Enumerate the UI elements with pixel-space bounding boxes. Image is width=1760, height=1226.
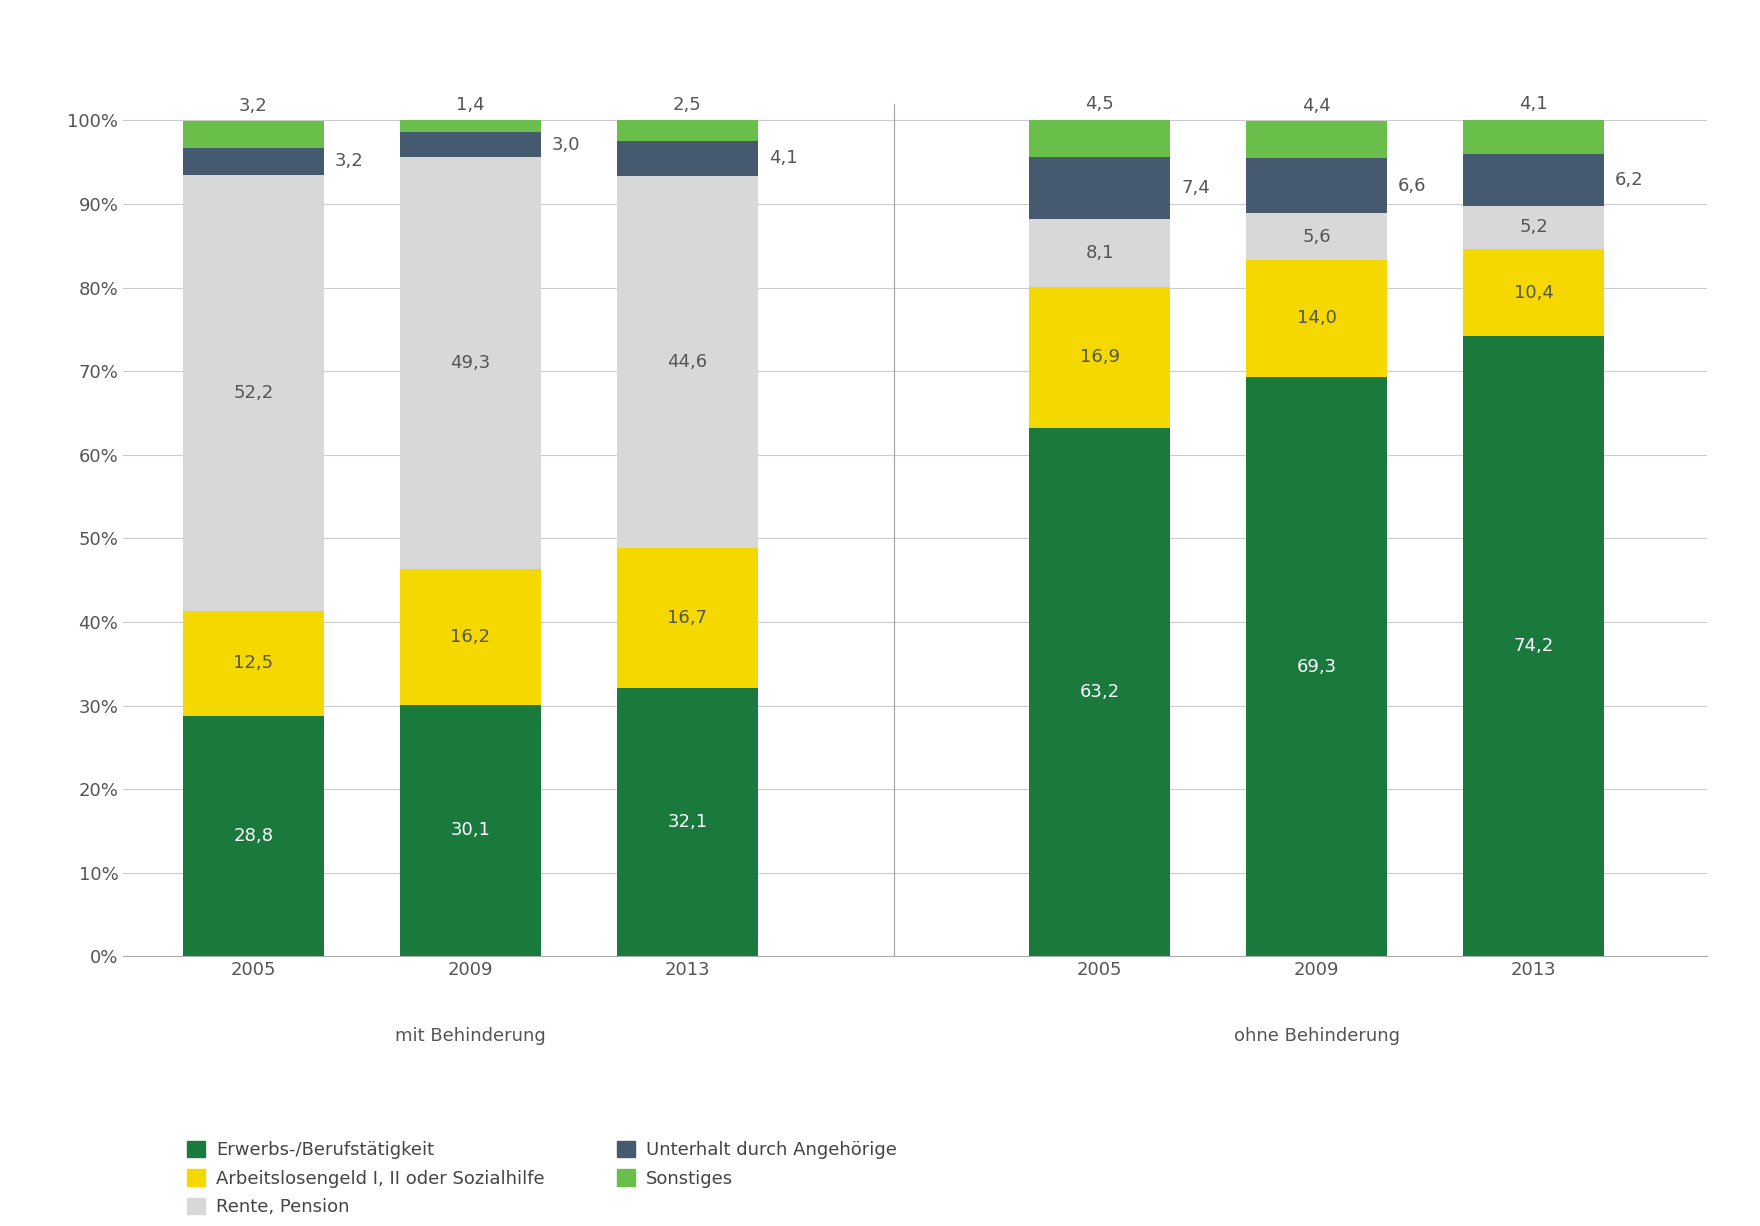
Bar <box>1030 157 1170 219</box>
Bar <box>616 120 759 141</box>
Bar <box>183 121 324 148</box>
Bar <box>616 688 759 956</box>
Text: ohne Behinderung: ohne Behinderung <box>1234 1027 1399 1046</box>
Text: 16,9: 16,9 <box>1079 348 1119 367</box>
Bar <box>400 705 540 956</box>
Bar <box>1463 249 1603 336</box>
Text: mit Behinderung: mit Behinderung <box>394 1027 546 1046</box>
Text: 14,0: 14,0 <box>1297 309 1336 327</box>
Text: 3,2: 3,2 <box>334 152 364 170</box>
Text: 6,6: 6,6 <box>1397 177 1427 195</box>
Text: 10,4: 10,4 <box>1514 283 1554 302</box>
Bar <box>1246 121 1387 158</box>
Bar <box>183 611 324 716</box>
Text: 4,5: 4,5 <box>1086 94 1114 113</box>
Text: 3,0: 3,0 <box>551 136 581 153</box>
Bar <box>1463 120 1603 153</box>
Text: 30,1: 30,1 <box>451 821 491 840</box>
Bar <box>1463 336 1603 956</box>
Text: 6,2: 6,2 <box>1616 170 1644 189</box>
Text: 28,8: 28,8 <box>234 826 273 845</box>
Text: 12,5: 12,5 <box>234 655 273 672</box>
Bar <box>1246 260 1387 378</box>
Bar <box>1246 213 1387 260</box>
Text: 32,1: 32,1 <box>667 813 708 831</box>
Text: 2,5: 2,5 <box>672 96 702 114</box>
Text: 63,2: 63,2 <box>1079 683 1119 701</box>
Bar <box>1246 158 1387 213</box>
Text: 69,3: 69,3 <box>1297 657 1336 676</box>
Bar <box>400 569 540 705</box>
Bar <box>616 548 759 688</box>
Bar <box>183 174 324 611</box>
Bar <box>1463 206 1603 249</box>
Bar <box>400 132 540 157</box>
Bar <box>400 120 540 132</box>
Legend: Erwerbs-/Berufstätigkeit, Arbeitslosengeld I, II oder Sozialhilfe, Rente, Pensio: Erwerbs-/Berufstätigkeit, Arbeitslosenge… <box>180 1134 903 1224</box>
Bar <box>183 148 324 174</box>
Text: 8,1: 8,1 <box>1086 244 1114 262</box>
Bar <box>1030 219 1170 287</box>
Bar <box>183 716 324 956</box>
Text: 1,4: 1,4 <box>456 96 484 114</box>
Text: 4,4: 4,4 <box>1302 97 1331 114</box>
Bar <box>616 175 759 548</box>
Text: 16,7: 16,7 <box>667 609 708 628</box>
Text: 49,3: 49,3 <box>451 354 491 373</box>
Text: 4,1: 4,1 <box>769 150 797 168</box>
Bar <box>1030 428 1170 956</box>
Text: 5,2: 5,2 <box>1519 218 1549 237</box>
Bar <box>1030 287 1170 428</box>
Text: 74,2: 74,2 <box>1514 638 1554 655</box>
Bar <box>1246 378 1387 956</box>
Bar <box>400 157 540 569</box>
Text: 4,1: 4,1 <box>1519 94 1549 113</box>
Text: 52,2: 52,2 <box>234 384 273 402</box>
Text: 16,2: 16,2 <box>451 628 491 646</box>
Text: 7,4: 7,4 <box>1181 179 1209 197</box>
Text: 44,6: 44,6 <box>667 353 708 371</box>
Bar <box>1030 120 1170 157</box>
Text: 3,2: 3,2 <box>239 97 268 114</box>
Bar <box>616 141 759 175</box>
Text: 5,6: 5,6 <box>1302 228 1331 245</box>
Bar <box>1463 153 1603 206</box>
